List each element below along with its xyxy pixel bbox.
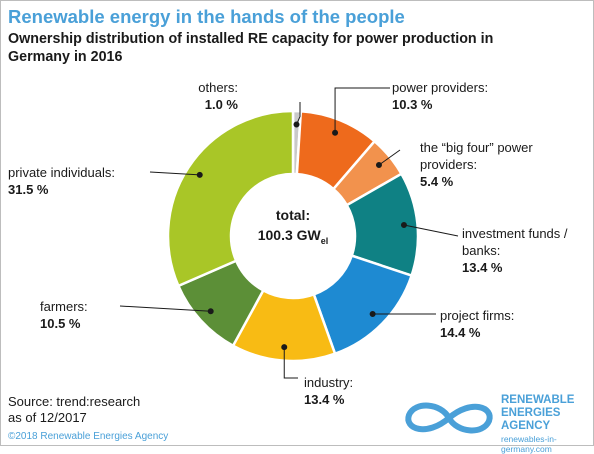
leader-dot-6 bbox=[208, 309, 213, 314]
center-total-value: 100.3 GWel bbox=[233, 225, 353, 251]
center-total-unit: el bbox=[321, 236, 329, 246]
center-total: total: 100.3 GWel bbox=[233, 205, 353, 251]
leader-dot-4 bbox=[370, 312, 375, 317]
source-note: Source: trend:research as of 12/2017 bbox=[8, 394, 140, 426]
label-others-name: others: bbox=[198, 80, 238, 95]
logo-line-2: ENERGIES bbox=[501, 407, 574, 420]
label-industry-value: 13.4 % bbox=[304, 391, 353, 408]
leader-dot-7 bbox=[197, 172, 202, 177]
label-private-individuals-name: private individuals: bbox=[8, 165, 115, 180]
center-total-number: 100.3 GW bbox=[258, 227, 321, 243]
leader-dot-0 bbox=[294, 122, 299, 127]
label-investment-funds-value: 13.4 % bbox=[462, 259, 577, 276]
label-others-value: 1.0 % bbox=[198, 96, 238, 113]
label-project-firms: project firms: 14.4 % bbox=[440, 307, 514, 341]
label-power-providers-name: power providers: bbox=[392, 80, 488, 95]
label-power-providers: power providers: 10.3 % bbox=[392, 79, 488, 113]
label-private-individuals: private individuals: 31.5 % bbox=[8, 164, 115, 198]
label-private-individuals-value: 31.5 % bbox=[8, 181, 115, 198]
label-power-providers-value: 10.3 % bbox=[392, 96, 488, 113]
label-project-firms-value: 14.4 % bbox=[440, 324, 514, 341]
label-big-four-name: the “big four” power providers: bbox=[420, 140, 533, 172]
label-investment-funds: investment funds / banks: 13.4 % bbox=[462, 225, 577, 276]
label-farmers: farmers: 10.5 % bbox=[40, 298, 88, 332]
source-line-2: as of 12/2017 bbox=[8, 410, 140, 426]
logo-line-3: AGENCY bbox=[501, 420, 574, 433]
label-investment-funds-name: investment funds / banks: bbox=[462, 226, 568, 258]
source-line-1: Source: trend:research bbox=[8, 394, 140, 410]
copyright: ©2018 Renewable Energies Agency bbox=[8, 431, 168, 442]
label-big-four: the “big four” power providers: 5.4 % bbox=[420, 139, 550, 190]
label-farmers-value: 10.5 % bbox=[40, 315, 88, 332]
center-total-label: total: bbox=[233, 205, 353, 225]
label-industry-name: industry: bbox=[304, 375, 353, 390]
logo-url: renewables-in-germany.com bbox=[501, 434, 594, 454]
label-big-four-value: 5.4 % bbox=[420, 173, 550, 190]
label-farmers-name: farmers: bbox=[40, 299, 88, 314]
leader-dot-5 bbox=[282, 345, 287, 350]
label-industry: industry: 13.4 % bbox=[304, 374, 353, 408]
slice-7 bbox=[168, 111, 293, 286]
leader-dot-3 bbox=[401, 222, 406, 227]
agency-logo-text: RENEWABLE ENERGIES AGENCY bbox=[501, 394, 574, 433]
leader-dot-2 bbox=[376, 163, 381, 168]
label-project-firms-name: project firms: bbox=[440, 308, 514, 323]
logo-line-1: RENEWABLE bbox=[501, 394, 574, 407]
leader-dot-1 bbox=[333, 130, 338, 135]
label-others: others: 1.0 % bbox=[198, 79, 238, 113]
